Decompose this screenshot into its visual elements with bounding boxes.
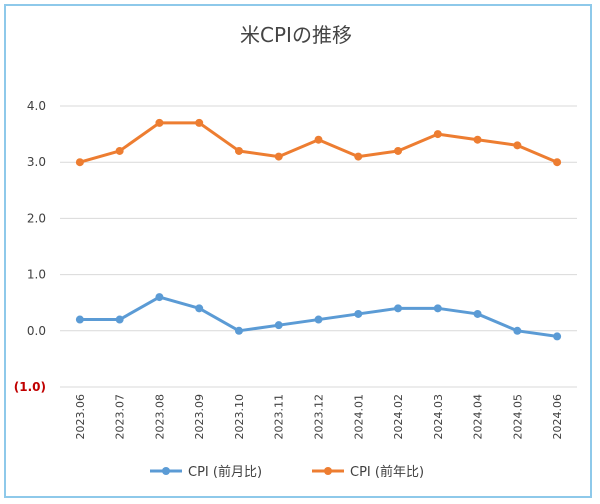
y-tick-label: 4.0 (27, 99, 46, 113)
data-point (195, 304, 204, 313)
data-point (553, 158, 562, 167)
y-tick-label: 1.0 (27, 268, 46, 282)
data-point (115, 315, 124, 324)
data-point (115, 146, 124, 155)
x-tick-label: 2023.06 (74, 394, 87, 440)
x-tick-label: 2024.02 (392, 394, 405, 440)
legend-label: CPI (前月比) (188, 464, 262, 480)
data-point (433, 130, 442, 139)
x-tick-label: 2023.09 (193, 394, 206, 440)
data-point (314, 135, 323, 144)
data-point (394, 146, 403, 155)
legend: CPI (前月比) CPI (前年比) (150, 464, 424, 480)
x-tick-label: 2024.03 (432, 394, 445, 440)
x-tick-label: 2023.08 (153, 394, 166, 440)
data-point (234, 326, 243, 335)
data-point (75, 315, 84, 324)
data-point (314, 315, 323, 324)
data-point (195, 118, 204, 127)
y-tick-label: 3.0 (27, 155, 46, 169)
data-point (473, 135, 482, 144)
x-tick-label: 2023.12 (313, 394, 326, 440)
data-point (75, 158, 84, 167)
data-point (155, 293, 164, 302)
data-point (473, 309, 482, 318)
series-layer (75, 118, 562, 341)
x-tick-label: 2024.06 (551, 394, 564, 440)
data-point (155, 118, 164, 127)
data-point (274, 152, 283, 161)
grid-lines (60, 105, 577, 388)
data-point (513, 141, 522, 150)
legend-swatch-marker (324, 467, 332, 475)
x-tick-label: 2023.07 (114, 394, 127, 440)
chart-frame (4, 4, 592, 498)
x-axis: 2023.06 2023.07 2023.08 2023.09 2023.10 2023.… (74, 394, 564, 440)
data-point (513, 326, 522, 335)
y-tick-label: 2.0 (27, 211, 46, 225)
y-tick-label: (1.0) (14, 380, 46, 394)
data-point (433, 304, 442, 313)
x-tick-label: 2023.11 (273, 394, 286, 440)
x-tick-label: 2024.04 (472, 394, 485, 440)
data-point (354, 309, 363, 318)
data-point (274, 321, 283, 330)
legend-label: CPI (前年比) (350, 464, 424, 480)
data-point (354, 152, 363, 161)
data-point (234, 146, 243, 155)
data-point (394, 304, 403, 313)
x-tick-label: 2024.05 (511, 394, 524, 440)
y-axis: 4.0 3.0 2.0 1.0 0.0 (1.0) (14, 99, 46, 394)
legend-swatch-marker (162, 467, 170, 475)
data-point (553, 332, 562, 341)
chart-title: 米CPIの推移 (240, 23, 352, 47)
x-tick-label: 2024.01 (352, 394, 365, 440)
y-tick-label: 0.0 (27, 324, 46, 338)
x-tick-label: 2023.10 (233, 394, 246, 440)
